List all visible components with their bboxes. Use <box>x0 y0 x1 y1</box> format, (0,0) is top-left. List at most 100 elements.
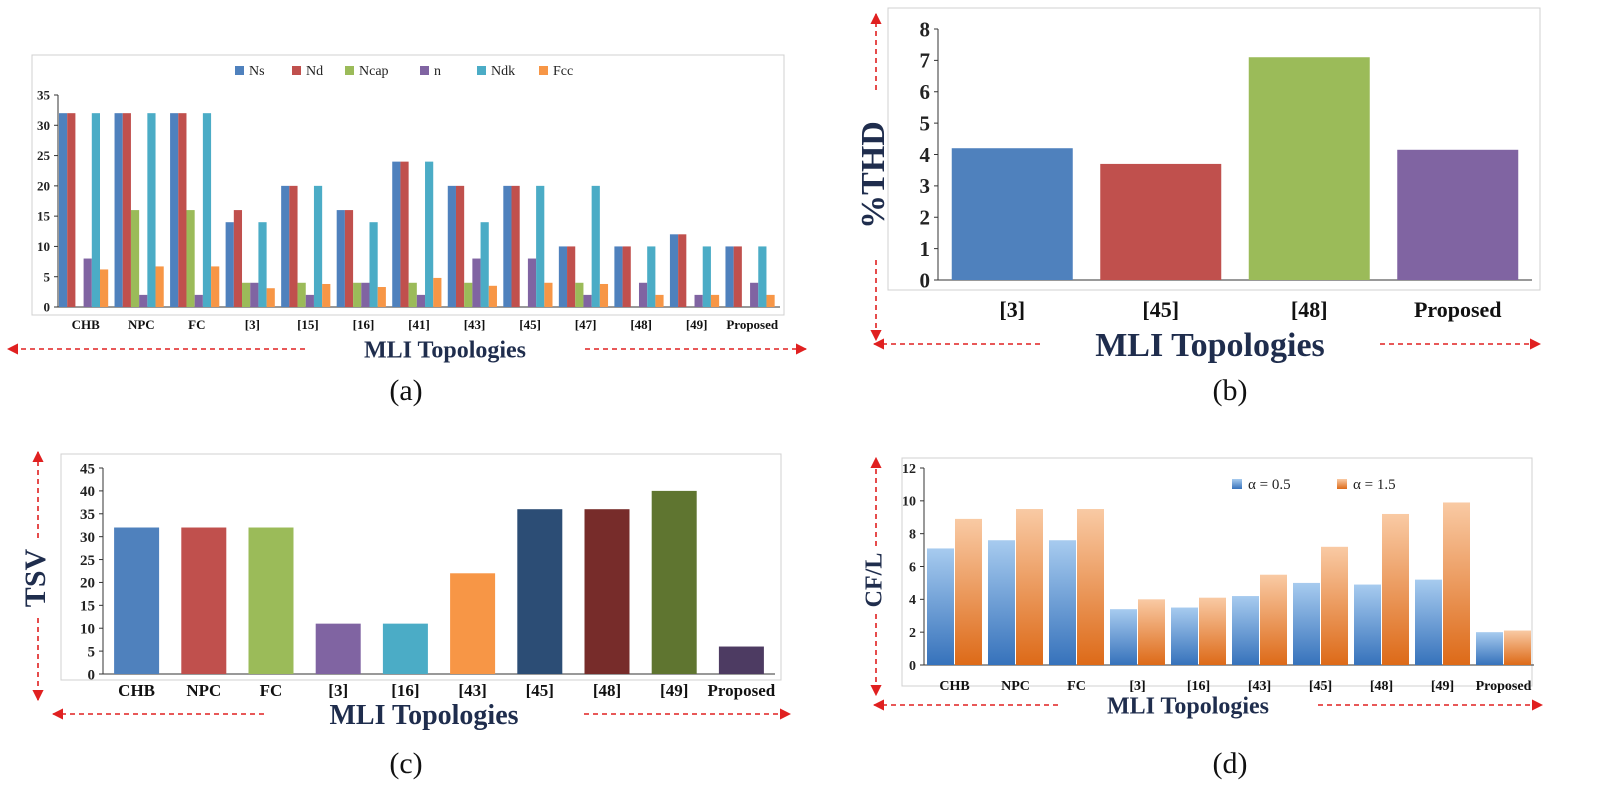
bar-ns <box>558 246 568 307</box>
bar-fcc <box>599 283 609 307</box>
y-tick-label: 35 <box>37 88 51 103</box>
bar <box>651 490 697 674</box>
bar-n <box>250 282 259 307</box>
y-tick-label: 3 <box>920 174 931 198</box>
x-tick-label: CHB <box>118 681 155 700</box>
bar-ndk <box>480 222 489 307</box>
bar-ncap <box>408 282 417 307</box>
x-tick-label: NPC <box>1001 679 1030 694</box>
x-tick-label: CHB <box>72 317 101 332</box>
bar <box>1100 163 1222 280</box>
legend-swatch <box>477 66 486 75</box>
y-tick-label: 40 <box>80 484 95 500</box>
panel-d-frame <box>901 457 1533 687</box>
x-tick-label: [15] <box>297 317 319 332</box>
bar-ndk <box>147 113 156 308</box>
bar <box>517 509 563 674</box>
bar-fcc <box>544 282 553 307</box>
legend-swatch <box>420 66 429 75</box>
panel-a-frame <box>31 54 785 316</box>
bar-n <box>583 294 592 307</box>
y-tick-label: 15 <box>80 599 95 615</box>
bar-ns <box>170 113 179 308</box>
bar <box>382 623 428 674</box>
y-tick-label: 25 <box>80 553 95 569</box>
x-tick-label: NPC <box>128 317 155 332</box>
legend-swatch <box>1337 479 1347 489</box>
y-tick-label: 10 <box>902 495 916 510</box>
bar-ndk <box>536 185 545 307</box>
x-tick-label: [43] <box>464 317 486 332</box>
panel-b-frame <box>887 7 1541 291</box>
bar <box>718 646 764 674</box>
bar-series-2 <box>1016 509 1043 665</box>
bar-ns <box>614 246 623 307</box>
bar-ndk <box>591 185 600 307</box>
bar-series-2 <box>955 518 982 665</box>
y-tick-label: 4 <box>909 593 916 608</box>
y-tick-label: 45 <box>80 461 95 477</box>
x-tick-label: [16] <box>1187 679 1210 694</box>
y-tick-label: 20 <box>80 576 95 592</box>
bar-fcc <box>266 288 275 307</box>
y-tick-label: 8 <box>909 528 916 543</box>
bar-nd <box>122 113 131 308</box>
bar-series-2 <box>1504 630 1531 665</box>
y-tick-label: 5 <box>88 644 96 660</box>
bar-series-1 <box>1415 579 1442 665</box>
bar-ns <box>725 246 734 307</box>
bar-nd <box>567 246 576 307</box>
bar-ndk <box>258 222 267 307</box>
legend-label: Fcc <box>553 64 573 79</box>
bar <box>951 148 1073 280</box>
x-tick-label: Proposed <box>708 681 776 700</box>
x-tick-label: NPC <box>186 681 221 700</box>
bar-series-1 <box>1232 596 1259 665</box>
x-tick-label: FC <box>260 681 283 700</box>
y-tick-label: 10 <box>80 621 95 637</box>
bar-fcc <box>100 269 109 307</box>
bar-n <box>83 258 92 307</box>
bar-series-1 <box>1293 582 1320 665</box>
x-tick-label: [45] <box>1309 679 1332 694</box>
bar-ns <box>392 161 401 307</box>
legend-swatch <box>539 66 548 75</box>
bar-n <box>694 294 703 307</box>
bar <box>1397 149 1519 280</box>
x-tick-label: [16] <box>391 681 419 700</box>
panel-d-chart: 0 2 4 6 8 10 12 CHB NPC FC [3] [16] [43] [45] [48] [49]… <box>862 456 1544 719</box>
legend-swatch <box>292 66 301 75</box>
bar-nd <box>233 210 243 307</box>
bar-n <box>416 294 426 307</box>
bar-series-2 <box>1321 546 1348 665</box>
x-tick-label: [45] <box>526 681 554 700</box>
bar <box>181 527 227 674</box>
x-tick-label: [49] <box>1431 679 1454 694</box>
bar <box>450 573 496 674</box>
x-tick-label: [48] <box>593 681 621 700</box>
y-tick-label: 25 <box>37 148 51 163</box>
bar-ns <box>225 222 234 307</box>
y-tick-label: 2 <box>920 206 931 230</box>
bar-series-1 <box>1049 540 1076 665</box>
x-axis-title: MLI Topologies <box>1107 693 1269 719</box>
x-axis-title: MLI Topologies <box>329 700 518 731</box>
x-tick-label: [43] <box>1248 679 1271 694</box>
y-tick-label: 30 <box>80 530 95 546</box>
y-tick-label: 8 <box>920 17 931 41</box>
caption-a: (a) <box>389 374 422 407</box>
y-tick-label: 1 <box>920 237 931 261</box>
x-tick-label: [45] <box>519 317 541 332</box>
x-tick-label: [3] <box>999 297 1025 322</box>
bar-series-1 <box>1171 607 1198 665</box>
x-tick-label: [3] <box>328 681 348 700</box>
bar-ns <box>669 234 679 307</box>
bar-fcc <box>155 266 164 307</box>
bar-ndk <box>425 161 434 307</box>
legend-label: Ncap <box>359 64 389 79</box>
caption-b: (b) <box>1213 374 1248 407</box>
x-tick-label: [48] <box>630 317 652 332</box>
bar-fcc <box>710 294 720 307</box>
y-axis-title: TSV <box>19 548 52 607</box>
